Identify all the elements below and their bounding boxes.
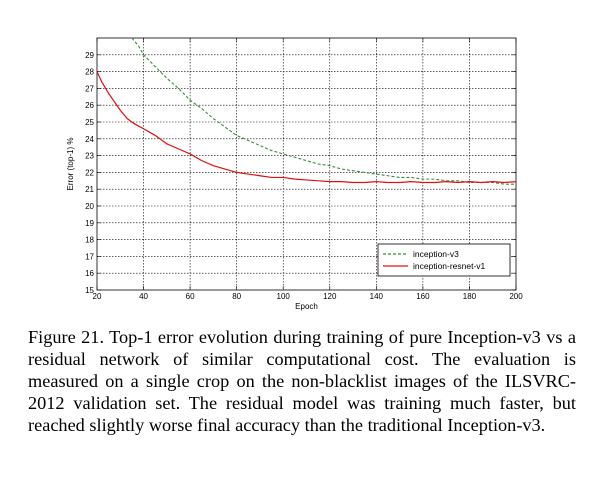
x-tick-label: 40 [139, 292, 148, 301]
x-tick-label: 80 [232, 292, 241, 301]
chart: 15 16 17 18 19 20 21 22 23 24 25 26 27 28 29 20 40 60 80 10… [66, 37, 523, 311]
axes-layer [96, 37, 517, 291]
x-tick-label: 200 [509, 292, 523, 301]
y-tick-label: 19 [85, 219, 94, 228]
y-tick-label: 20 [85, 202, 94, 211]
plot-frame [96, 37, 517, 291]
y-tick-label: 21 [85, 185, 94, 194]
y-tick-label: 26 [85, 101, 94, 110]
x-tick-label: 160 [416, 292, 430, 301]
x-tick-label: 20 [93, 292, 102, 301]
y-tick-label: 24 [85, 135, 94, 144]
y-tick-label: 17 [85, 252, 94, 261]
grid-layer [97, 38, 516, 290]
y-tick-label: 15 [85, 286, 94, 295]
series-line-inception-v3 [131, 38, 516, 185]
legend-box [377, 243, 511, 277]
x-tick-label: 180 [463, 292, 477, 301]
legend-label-inception-v3: inception-v3 [413, 249, 459, 259]
x-axis-title: Epoch [295, 302, 318, 311]
y-tick-label: 23 [85, 152, 94, 161]
y-tick-label: 28 [85, 68, 94, 77]
legend: inception-v3 inception-resnet-v1 [377, 243, 511, 277]
x-tick-label: 100 [277, 292, 291, 301]
y-tick-label: 25 [85, 118, 94, 127]
figure-caption: Figure 21. Top-1 error evolution during … [28, 327, 576, 435]
series-line-inception-resnet-v1 [97, 71, 516, 184]
y-tick-label: 16 [85, 269, 94, 278]
legend-label-inception-resnet-v1: inception-resnet-v1 [413, 261, 486, 271]
series-layer [97, 38, 516, 185]
y-tick-label: 22 [85, 168, 94, 177]
x-tick-label: 140 [370, 292, 384, 301]
y-tick-label: 29 [85, 51, 94, 60]
tick-label-layer: 15 16 17 18 19 20 21 22 23 24 25 26 27 28 29 20 40 60 80 10… [85, 51, 523, 301]
chart-svg: 15 16 17 18 19 20 21 22 23 24 25 26 27 28 29 20 40 60 80 10… [66, 37, 523, 311]
y-axis-title: Error (top-1) % [66, 138, 75, 191]
y-tick-label: 27 [85, 84, 94, 93]
x-tick-label: 120 [323, 292, 337, 301]
y-tick-label: 18 [85, 236, 94, 245]
x-tick-label: 60 [186, 292, 195, 301]
